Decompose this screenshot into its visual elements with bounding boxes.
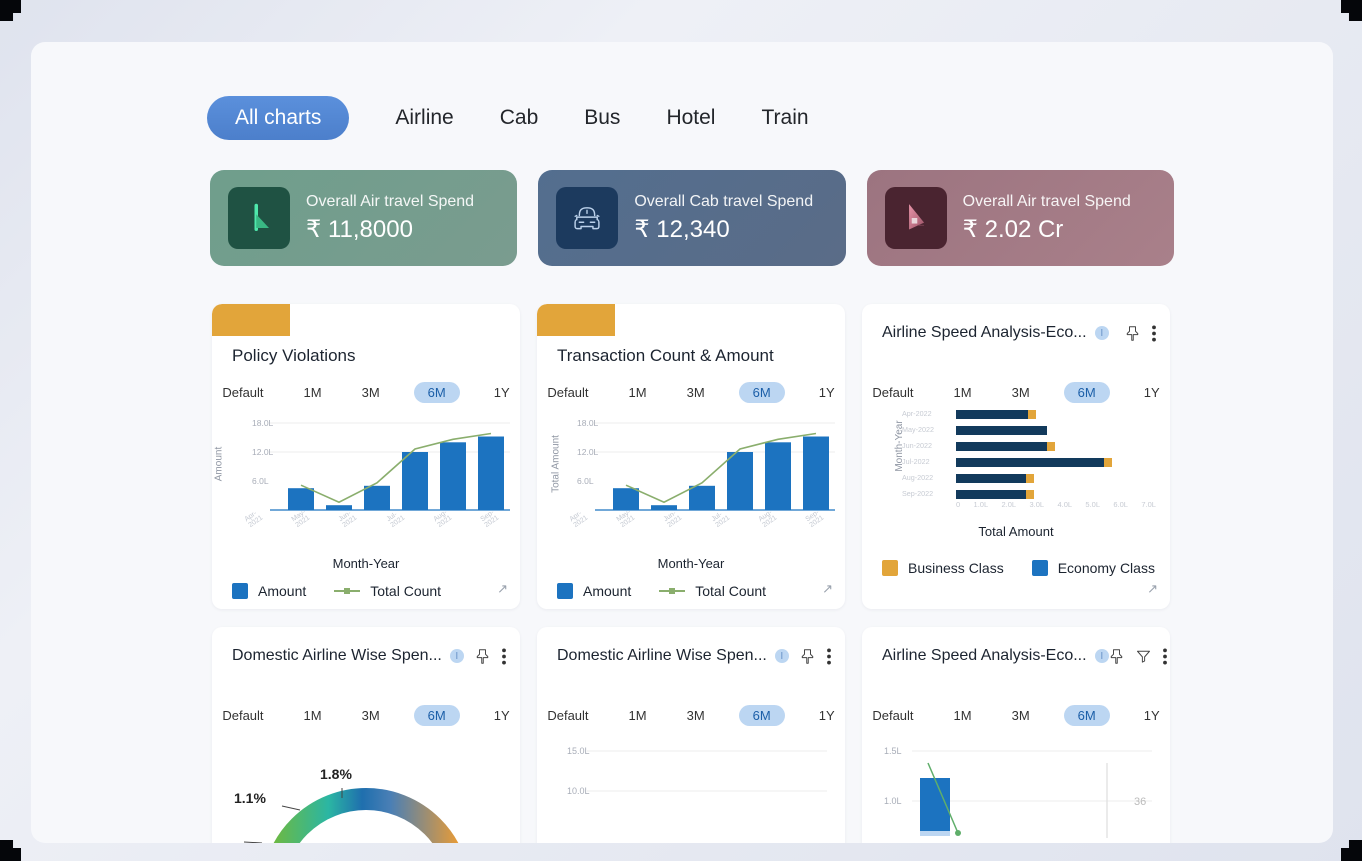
svg-text:12.0L: 12.0L xyxy=(577,447,599,457)
svg-text:18.0L: 18.0L xyxy=(252,418,274,428)
svg-text:1.5L: 1.5L xyxy=(884,746,902,756)
svg-text:15.0L: 15.0L xyxy=(567,746,590,756)
svg-text:36: 36 xyxy=(1134,796,1146,808)
svg-text:1.0L: 1.0L xyxy=(884,796,902,806)
svg-text:18.0L: 18.0L xyxy=(577,418,599,428)
svg-text:6.0L: 6.0L xyxy=(577,476,594,486)
svg-text:12.0L: 12.0L xyxy=(252,447,274,457)
svg-text:6.0L: 6.0L xyxy=(252,476,269,486)
svg-text:10.0L: 10.0L xyxy=(567,786,590,796)
